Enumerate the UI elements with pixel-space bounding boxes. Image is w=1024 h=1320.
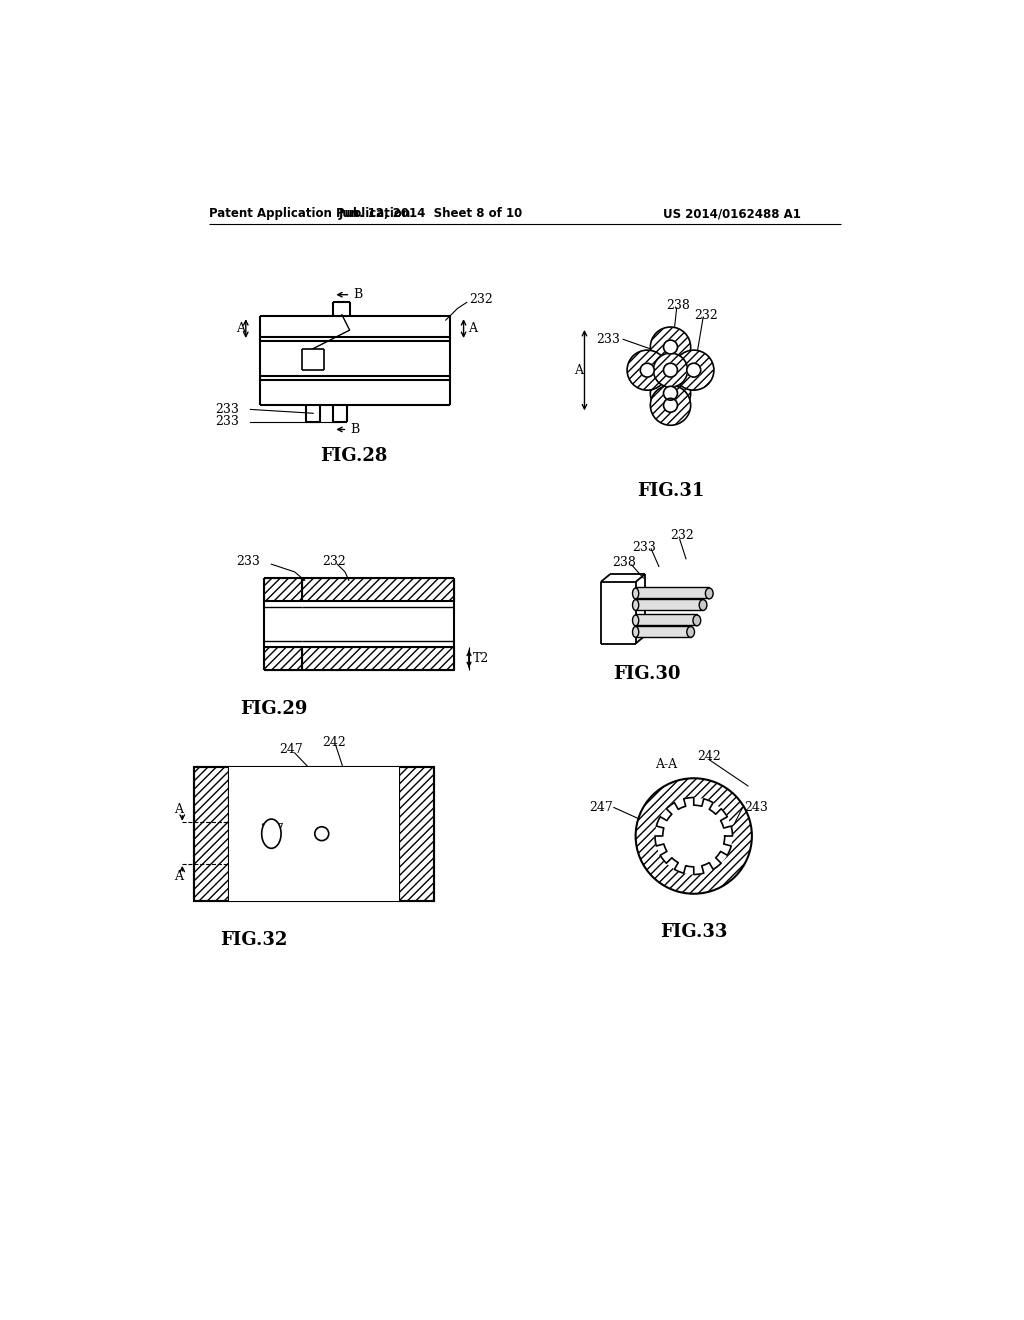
Circle shape [664,387,678,400]
Text: Jun. 12, 2014  Sheet 8 of 10: Jun. 12, 2014 Sheet 8 of 10 [338,207,522,220]
Ellipse shape [633,627,639,638]
Text: Patent Application Publication: Patent Application Publication [209,207,411,220]
Text: A-A: A-A [655,758,678,771]
Text: 233: 233 [215,403,239,416]
Text: 232: 232 [693,309,718,322]
Bar [194,767,228,902]
Text: FIG.29: FIG.29 [241,700,308,718]
Circle shape [650,374,690,413]
Ellipse shape [262,818,281,849]
Text: US 2014/0162488 A1: US 2014/0162488 A1 [663,207,801,220]
Bar [263,647,302,671]
Text: A: A [237,322,246,335]
Text: FIG.33: FIG.33 [660,923,727,941]
Text: B: B [353,288,362,301]
Text: 247: 247 [280,743,303,756]
Bar [302,647,454,671]
Text: 232: 232 [671,529,694,543]
Text: A: A [174,804,183,816]
Circle shape [653,354,688,387]
Text: A: A [574,363,584,376]
Text: FIG.32: FIG.32 [220,931,288,949]
Text: 247: 247 [260,824,284,837]
Ellipse shape [633,615,639,626]
Bar [399,767,434,902]
Bar [302,601,454,647]
Circle shape [640,363,654,378]
Text: FIG.28: FIG.28 [321,447,388,466]
Circle shape [664,341,678,354]
Text: 232: 232 [322,554,345,568]
Text: T2: T2 [473,652,489,665]
Bar [263,578,302,601]
Text: FIG.31: FIG.31 [637,482,705,500]
Text: 242: 242 [322,735,345,748]
Circle shape [627,350,668,391]
Circle shape [650,385,690,425]
Ellipse shape [706,589,713,599]
Text: 243: 243 [744,801,768,814]
Text: 233: 233 [632,541,655,554]
Text: A: A [468,322,477,335]
Circle shape [664,399,678,412]
Text: A: A [174,870,183,883]
Text: 233: 233 [237,554,260,568]
Ellipse shape [693,615,700,626]
Circle shape [687,363,700,378]
Polygon shape [655,797,732,874]
Bar [636,614,697,626]
Text: 247: 247 [589,801,613,814]
Text: 232: 232 [469,293,493,306]
Bar [302,578,454,601]
Text: 233: 233 [215,416,239,428]
Bar [636,626,690,636]
Text: 233: 233 [596,333,620,346]
Circle shape [674,350,714,391]
Bar [636,599,703,610]
Ellipse shape [633,589,639,599]
Bar [263,601,302,647]
Text: 238: 238 [612,556,636,569]
Ellipse shape [699,599,707,610]
Ellipse shape [687,627,694,638]
Circle shape [636,779,752,894]
Text: 238: 238 [667,298,690,312]
Circle shape [664,363,678,378]
Circle shape [655,797,732,874]
Text: B: B [350,422,359,436]
Text: FIG.30: FIG.30 [613,665,681,684]
Bar [636,587,710,598]
Text: 242: 242 [697,750,721,763]
Circle shape [650,327,690,367]
Ellipse shape [633,599,639,610]
Bar [228,767,399,902]
